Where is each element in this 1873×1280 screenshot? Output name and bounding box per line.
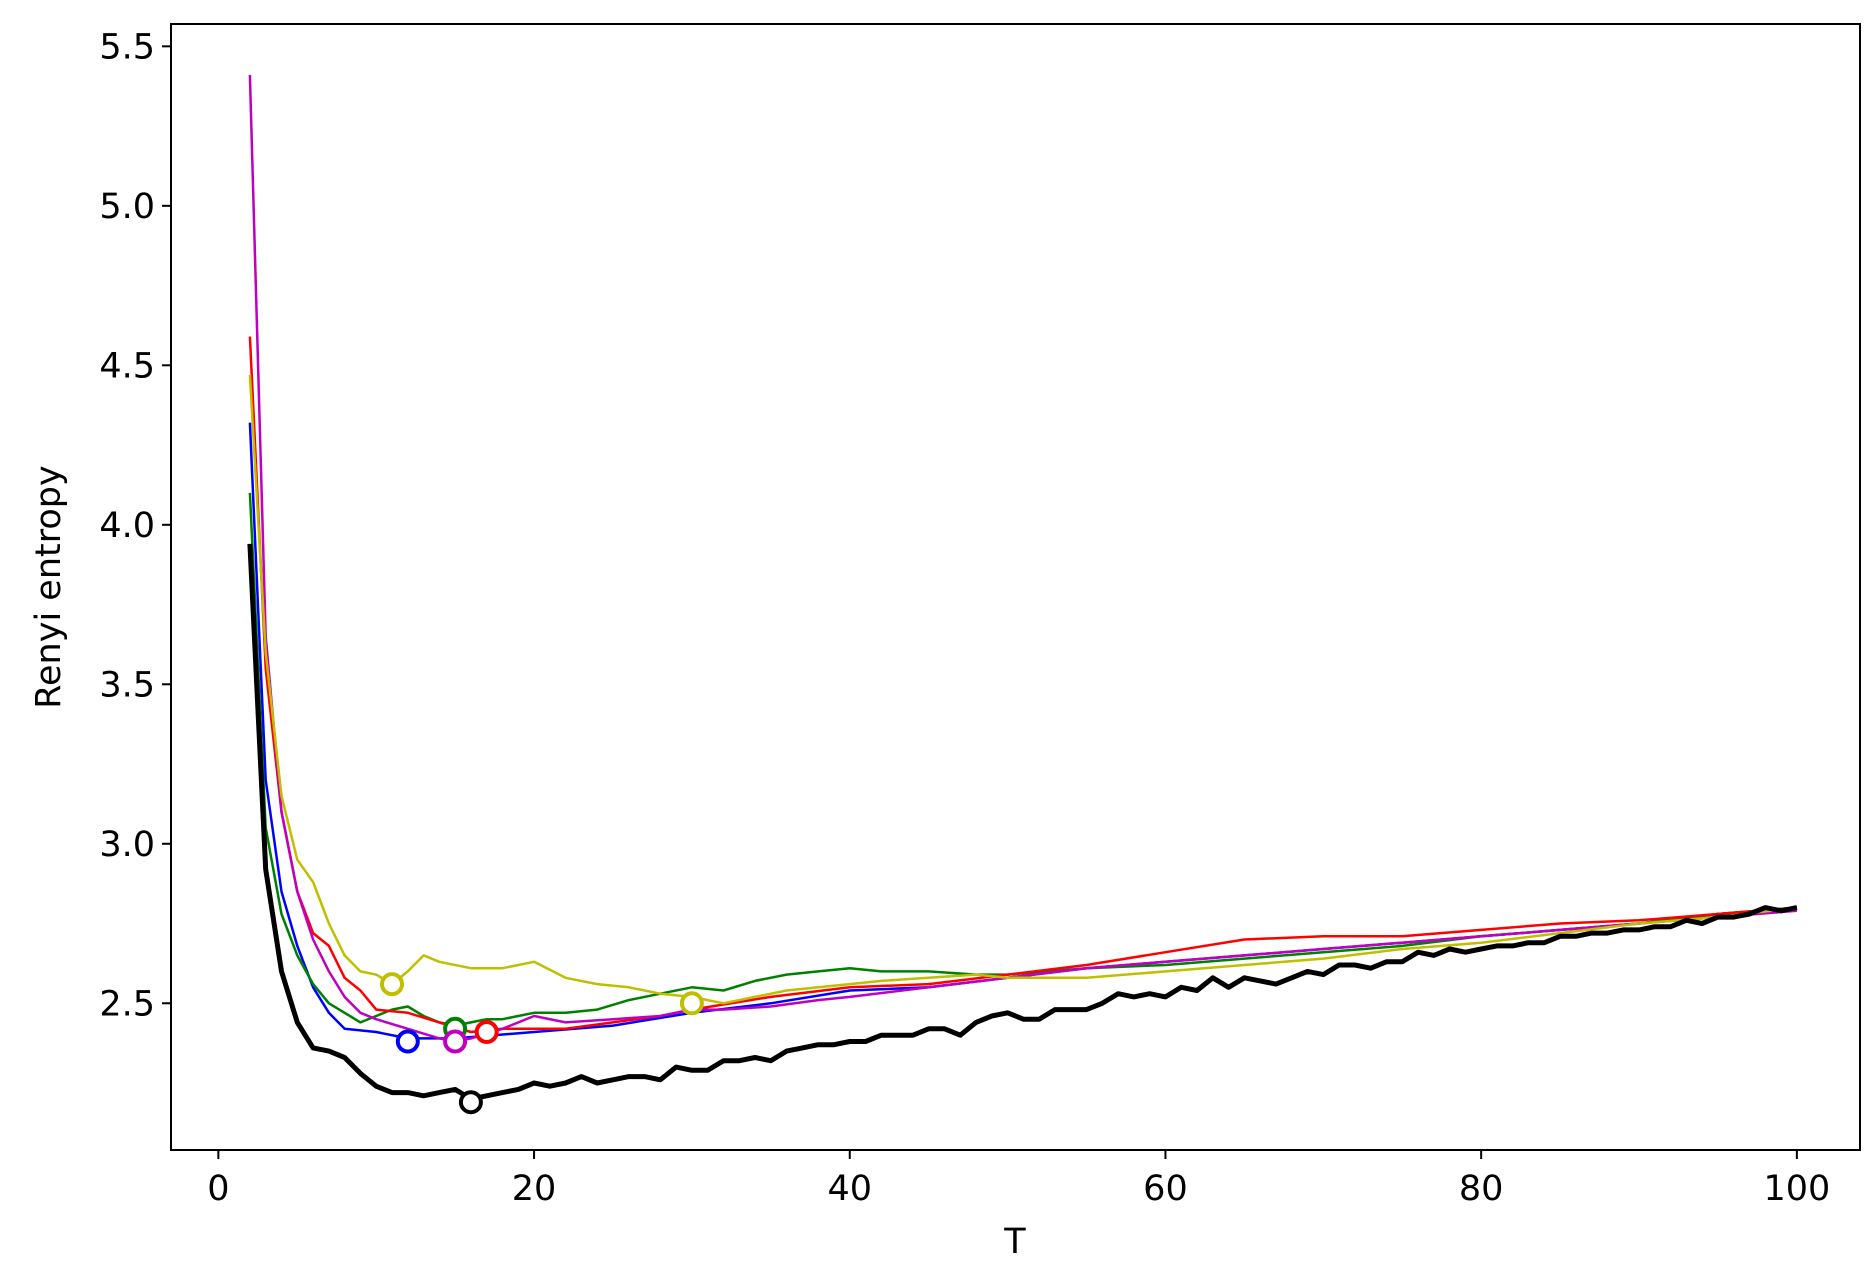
- y-tick-label: 3.0: [99, 825, 155, 865]
- x-tick-label: 40: [827, 1169, 872, 1209]
- minimum-marker-0: [395, 1029, 420, 1054]
- x-axis: 0 20 40 60 80 100: [207, 1150, 1830, 1209]
- x-tick-label: 100: [1763, 1169, 1830, 1209]
- series-line-5: [247, 543, 1798, 1102]
- series-layer: [247, 74, 1798, 1102]
- marker-layer: [380, 972, 704, 1115]
- series-line-2: [248, 336, 1798, 1034]
- y-tick-label: 4.0: [99, 506, 155, 546]
- x-axis-title: T: [1003, 1222, 1026, 1262]
- y-tick-label: 2.5: [99, 984, 155, 1024]
- plot-frame: [170, 23, 1861, 1151]
- minimum-marker-2: [474, 1020, 499, 1044]
- series-line-4: [248, 374, 1798, 1005]
- y-tick-label: 5.0: [99, 187, 155, 227]
- minimum-marker-5: [458, 1090, 483, 1115]
- x-tick-label: 0: [207, 1169, 229, 1209]
- series-line-1: [248, 492, 1798, 1027]
- y-tick-label: 4.5: [99, 346, 155, 386]
- x-tick-label: 20: [512, 1169, 557, 1209]
- minimum-marker-3: [443, 1029, 468, 1054]
- y-axis: 2.5 3.0 3.5 4.0 4.5 5.0 5.5: [99, 27, 171, 1024]
- series-line-3: [248, 74, 1797, 1043]
- y-tick-label: 5.5: [99, 27, 155, 67]
- y-axis-title: Renyi entropy: [29, 465, 69, 708]
- minimum-marker-4: [679, 991, 704, 1016]
- x-tick-label: 60: [1143, 1169, 1188, 1209]
- minimum-marker-4-b: [380, 972, 404, 997]
- y-tick-label: 3.5: [99, 665, 155, 705]
- x-tick-label: 80: [1459, 1169, 1504, 1209]
